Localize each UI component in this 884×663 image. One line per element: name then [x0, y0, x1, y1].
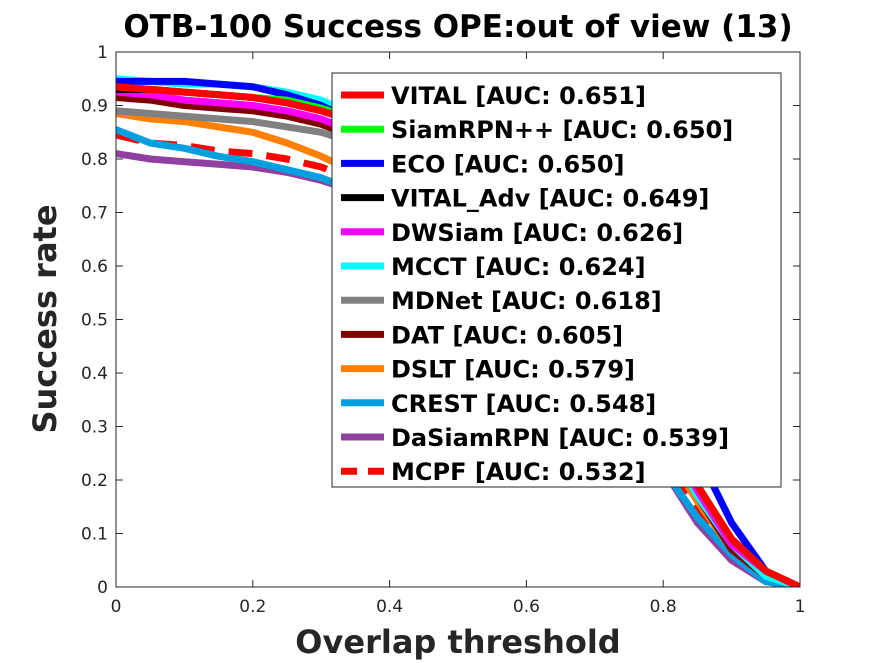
x-tick-label: 0.4: [376, 597, 403, 617]
legend-label-8: DAT [AUC: 0.605]: [391, 321, 623, 349]
legend: VITAL [AUC: 0.651] SiamRPN++ [AUC: 0.650]…: [331, 72, 782, 488]
legend-label-12: MCPF [AUC: 0.532]: [391, 458, 646, 486]
x-tick-label: 0.2: [239, 597, 266, 617]
y-tick-label: 0.7: [81, 204, 108, 224]
x-tick-label: 0.8: [650, 597, 677, 617]
x-axis-label: Overlap threshold: [295, 623, 620, 661]
legend-label-7: MDNet [AUC: 0.618]: [391, 287, 662, 315]
x-tick-label: 0.6: [513, 597, 540, 617]
y-tick-label: 1: [97, 43, 108, 63]
y-tick-label: 0.1: [81, 525, 108, 545]
legend-label-3: ECO [AUC: 0.650]: [391, 150, 625, 178]
x-tick-label: 0: [111, 597, 122, 617]
y-tick-label: 0.6: [81, 257, 108, 277]
legend-label-11: DaSiamRPN [AUC: 0.539]: [391, 424, 729, 452]
legend-label-6: MCCT [AUC: 0.624]: [391, 253, 646, 281]
legend-label-4: VITAL_Adv [AUC: 0.649]: [391, 185, 709, 213]
y-tick-label: 0.5: [81, 311, 108, 331]
legend-box: [331, 72, 782, 488]
legend-entries: VITAL [AUC: 0.651] SiamRPN++ [AUC: 0.650]…: [341, 82, 733, 486]
y-tick-label: 0.8: [81, 150, 108, 170]
chart-title: OTB-100 Success OPE:out of view (13): [123, 9, 792, 45]
legend-label-9: DSLT [AUC: 0.579]: [391, 356, 635, 384]
y-tick-label: 0.3: [81, 418, 108, 438]
y-tick-label: 0.9: [81, 97, 108, 117]
legend-label-2: SiamRPN++ [AUC: 0.650]: [391, 116, 733, 144]
y-tick-label: 0: [97, 578, 108, 598]
legend-label-5: DWSiam [AUC: 0.626]: [391, 219, 683, 247]
legend-label-1: VITAL [AUC: 0.651]: [391, 82, 646, 110]
y-tick-label: 0.4: [81, 364, 108, 384]
x-tick-label: 1: [795, 597, 806, 617]
y-tick-label: 0.2: [81, 471, 108, 491]
legend-label-10: CREST [AUC: 0.548]: [391, 390, 656, 418]
y-axis-label: Success rate: [26, 204, 64, 433]
tick-layer: 0 0.2 0.4 0.6 0.8 1 0 0.1 0.2 0.3 0.4 0.5 0.6 0.7 0.8 0…: [81, 43, 805, 617]
